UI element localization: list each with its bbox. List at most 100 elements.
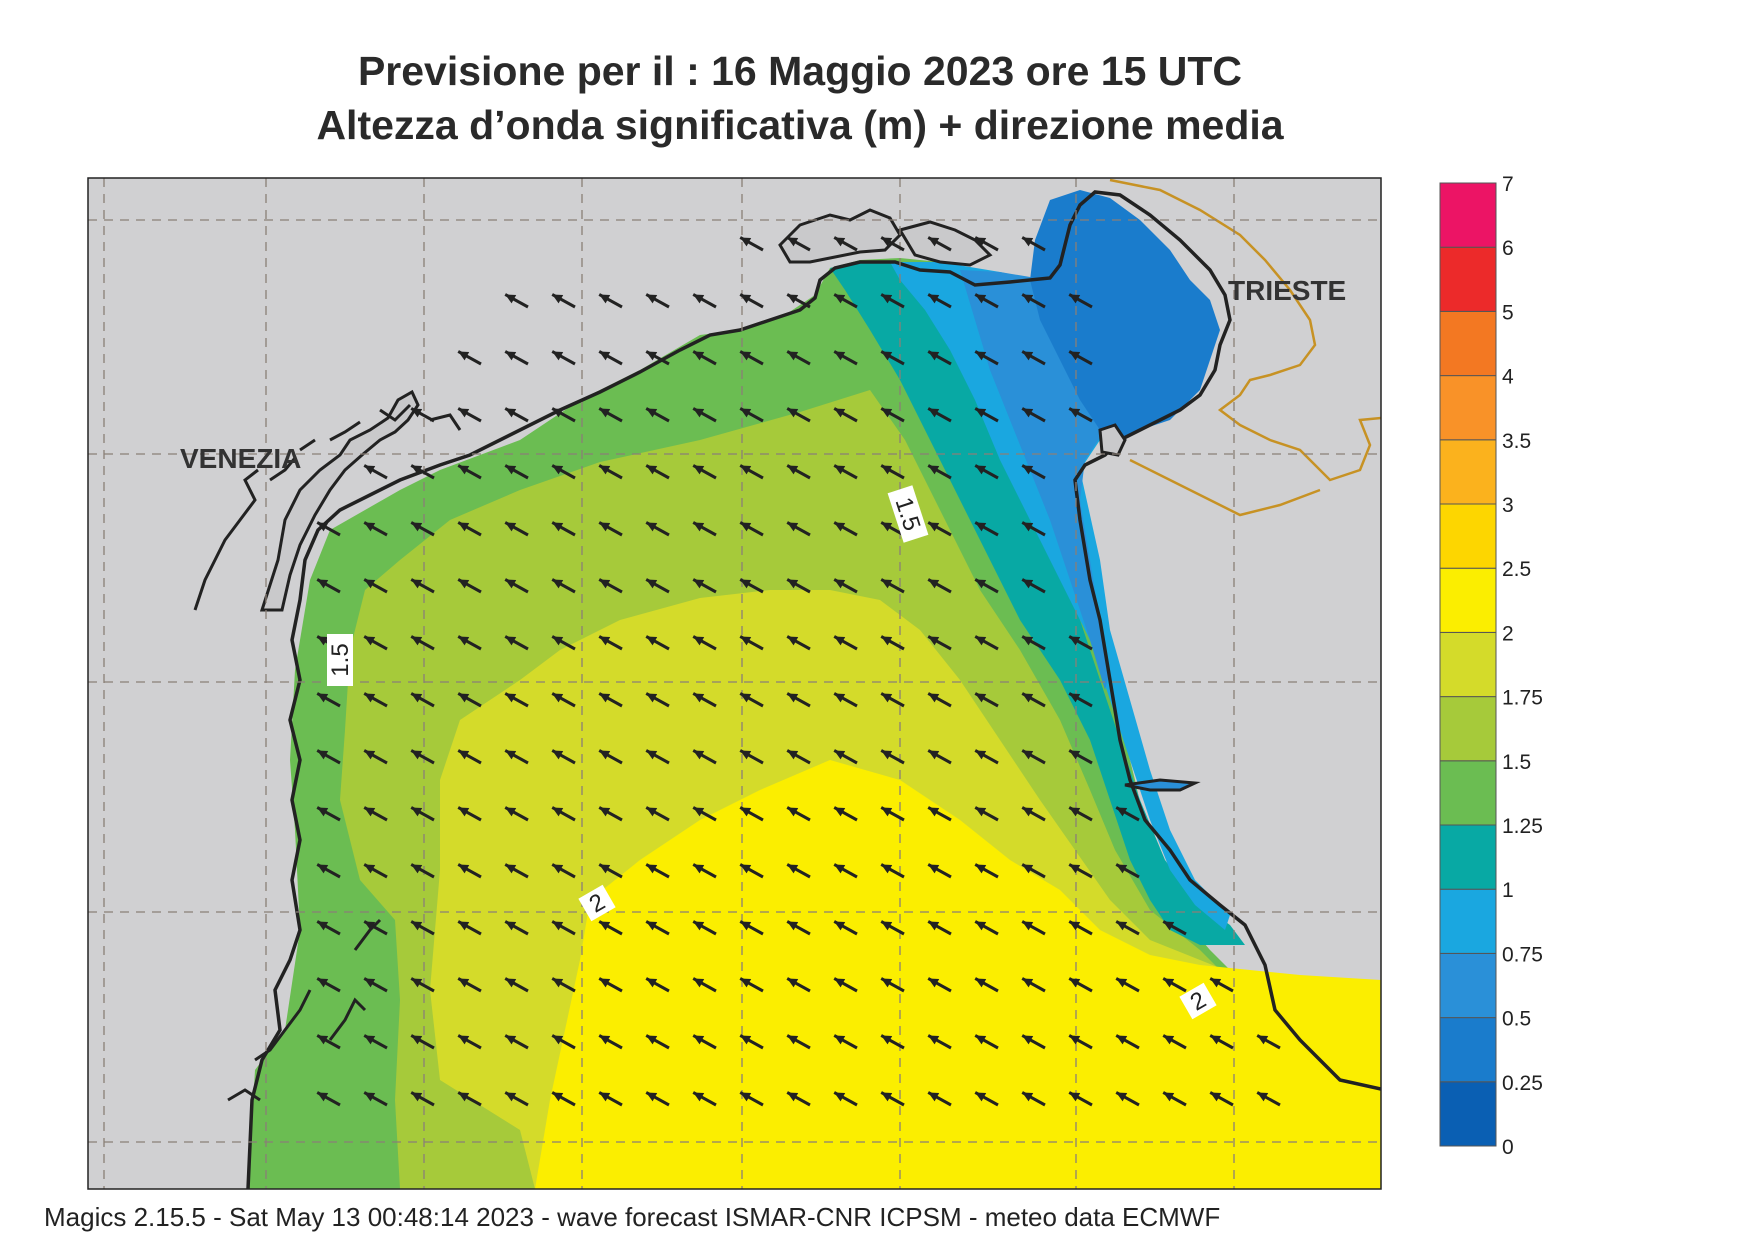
direction-arrow-head bbox=[552, 294, 564, 304]
direction-arrow-head bbox=[317, 807, 329, 817]
direction-arrow-head bbox=[552, 351, 564, 361]
direction-arrow-head bbox=[364, 1092, 376, 1102]
direction-arrow-head bbox=[646, 522, 658, 532]
direction-arrow-head bbox=[928, 807, 940, 817]
direction-arrow-head bbox=[599, 636, 611, 646]
direction-arrow-head bbox=[1116, 1035, 1128, 1045]
direction-arrow-head bbox=[975, 978, 987, 988]
direction-arrow-head bbox=[693, 750, 705, 760]
direction-arrow-head bbox=[1022, 465, 1034, 475]
national-border bbox=[1109, 178, 1381, 482]
direction-arrow-head bbox=[928, 921, 940, 931]
direction-arrow-head bbox=[1022, 237, 1034, 247]
direction-arrow-head bbox=[975, 750, 987, 760]
direction-arrow-head bbox=[599, 408, 611, 418]
direction-arrow-head bbox=[693, 351, 705, 361]
direction-arrow-head bbox=[646, 465, 658, 475]
legend-label: 6 bbox=[1502, 237, 1514, 260]
direction-arrow-head bbox=[928, 465, 940, 475]
direction-arrow-head bbox=[1116, 978, 1128, 988]
direction-arrow-head bbox=[928, 1092, 940, 1102]
direction-arrow-head bbox=[928, 750, 940, 760]
direction-arrow-head bbox=[787, 1092, 799, 1102]
direction-arrow-head bbox=[787, 351, 799, 361]
direction-arrow-head bbox=[693, 522, 705, 532]
direction-arrow-head bbox=[317, 522, 329, 532]
direction-arrow-head bbox=[1069, 351, 1081, 361]
direction-arrow-head bbox=[834, 294, 846, 304]
map-frame bbox=[87, 177, 1382, 1190]
direction-arrow-head bbox=[411, 807, 423, 817]
lagoon-island bbox=[897, 220, 993, 267]
direction-arrow-head bbox=[458, 1035, 470, 1045]
direction-arrow-head bbox=[505, 294, 517, 304]
direction-arrow-head bbox=[317, 921, 329, 931]
direction-arrow-head bbox=[928, 351, 940, 361]
direction-arrow-head bbox=[646, 579, 658, 589]
direction-arrow-head bbox=[1210, 1035, 1222, 1045]
direction-arrow-head bbox=[740, 921, 752, 931]
direction-arrow-head bbox=[505, 636, 517, 646]
direction-arrow-head bbox=[1022, 1092, 1034, 1102]
legend-label: 4 bbox=[1502, 366, 1514, 389]
direction-arrow-head bbox=[364, 978, 376, 988]
legend-swatch bbox=[1439, 888, 1497, 954]
direction-arrow-head bbox=[787, 978, 799, 988]
direction-arrow-head bbox=[317, 636, 329, 646]
direction-arrow-head bbox=[787, 408, 799, 418]
direction-arrow-head bbox=[646, 1092, 658, 1102]
legend-label: 7 bbox=[1502, 173, 1514, 196]
direction-arrow-head bbox=[317, 1092, 329, 1102]
direction-arrow-head bbox=[317, 1035, 329, 1045]
direction-arrow-head bbox=[505, 579, 517, 589]
map-title-line-2: Altezza d’onda significativa (m) + direz… bbox=[316, 102, 1284, 148]
direction-arrow-head bbox=[599, 579, 611, 589]
legend-label: 2.5 bbox=[1502, 558, 1531, 581]
direction-arrow-head bbox=[552, 978, 564, 988]
direction-arrow-head bbox=[505, 921, 517, 931]
direction-arrow-head bbox=[881, 465, 893, 475]
direction-arrow-head bbox=[1022, 1035, 1034, 1045]
legend-label: 0.5 bbox=[1502, 1008, 1531, 1031]
legend-swatch bbox=[1439, 310, 1497, 377]
legend-label: 1.25 bbox=[1502, 815, 1543, 838]
direction-arrow-head bbox=[975, 408, 987, 418]
direction-arrow-head bbox=[740, 807, 752, 817]
legend-swatch bbox=[1439, 631, 1497, 698]
direction-arrow-head bbox=[1116, 921, 1128, 931]
direction-arrow-head bbox=[740, 978, 752, 988]
legend-swatch bbox=[1439, 696, 1497, 762]
direction-arrow-head bbox=[552, 465, 564, 475]
direction-arrow-head bbox=[787, 750, 799, 760]
direction-arrow-head bbox=[834, 408, 846, 418]
footer-credits: Magics 2.15.5 - Sat May 13 00:48:14 2023… bbox=[44, 1202, 1221, 1232]
direction-arrow-head bbox=[834, 237, 846, 247]
direction-arrow-head bbox=[1116, 1092, 1128, 1102]
sea-band-0-25 bbox=[1030, 190, 1220, 440]
direction-arrow-head bbox=[787, 807, 799, 817]
direction-arrow-head bbox=[1163, 978, 1175, 988]
direction-arrow-head bbox=[411, 693, 423, 703]
direction-arrow-head bbox=[411, 408, 423, 418]
direction-arrow-head bbox=[975, 237, 987, 247]
direction-arrow-head bbox=[928, 294, 940, 304]
direction-arrow-head bbox=[975, 807, 987, 817]
direction-arrow-head bbox=[881, 579, 893, 589]
direction-arrow-head bbox=[458, 807, 470, 817]
direction-arrow-head bbox=[693, 807, 705, 817]
direction-arrow-head bbox=[928, 237, 940, 247]
direction-arrow-head bbox=[1022, 864, 1034, 874]
direction-arrow-head bbox=[317, 693, 329, 703]
direction-arrow-head bbox=[599, 522, 611, 532]
direction-arrow-head bbox=[364, 864, 376, 874]
direction-arrow-head bbox=[1116, 864, 1128, 874]
lagoon-island bbox=[1098, 423, 1127, 457]
direction-arrow-head bbox=[317, 864, 329, 874]
direction-arrow-head bbox=[458, 1092, 470, 1102]
direction-arrow-head bbox=[1069, 750, 1081, 760]
direction-arrow-head bbox=[881, 294, 893, 304]
direction-arrow-head bbox=[740, 693, 752, 703]
direction-arrow-head bbox=[740, 408, 752, 418]
direction-arrow-head bbox=[1022, 522, 1034, 532]
